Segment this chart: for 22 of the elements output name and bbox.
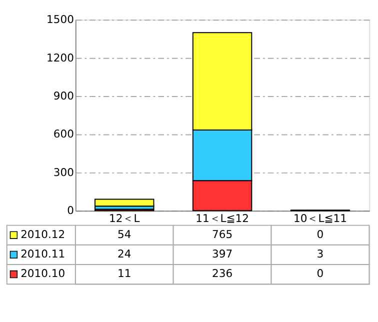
x-tick-label: 10＜L≦11	[294, 212, 347, 225]
data-label: 24	[118, 248, 132, 261]
data-label: 0	[316, 228, 324, 242]
data-label: 54	[118, 228, 132, 242]
legend-label: 2010.11	[20, 248, 66, 261]
data-label: 397	[212, 248, 233, 261]
data-label: 236	[212, 267, 233, 280]
y-tick-label: 900	[53, 89, 74, 102]
y-tick-label: 1500	[46, 13, 74, 26]
data-label: 765	[212, 228, 233, 242]
y-tick-label: 600	[53, 128, 74, 141]
y-tick-label: 300	[53, 166, 74, 179]
bar	[94, 198, 154, 207]
x-tick-label: 11＜L≦12	[196, 212, 250, 225]
legend-label: 2010.12	[20, 228, 66, 242]
data-label: 11	[118, 267, 132, 280]
data-label: 0	[316, 267, 324, 280]
x-tick-label: 12＜L	[109, 212, 140, 225]
data-label: 3	[316, 248, 324, 261]
y-tick-label: 1200	[46, 51, 74, 64]
y-tick-label: 0	[67, 204, 74, 218]
legend-label: 2010.10	[20, 267, 66, 280]
